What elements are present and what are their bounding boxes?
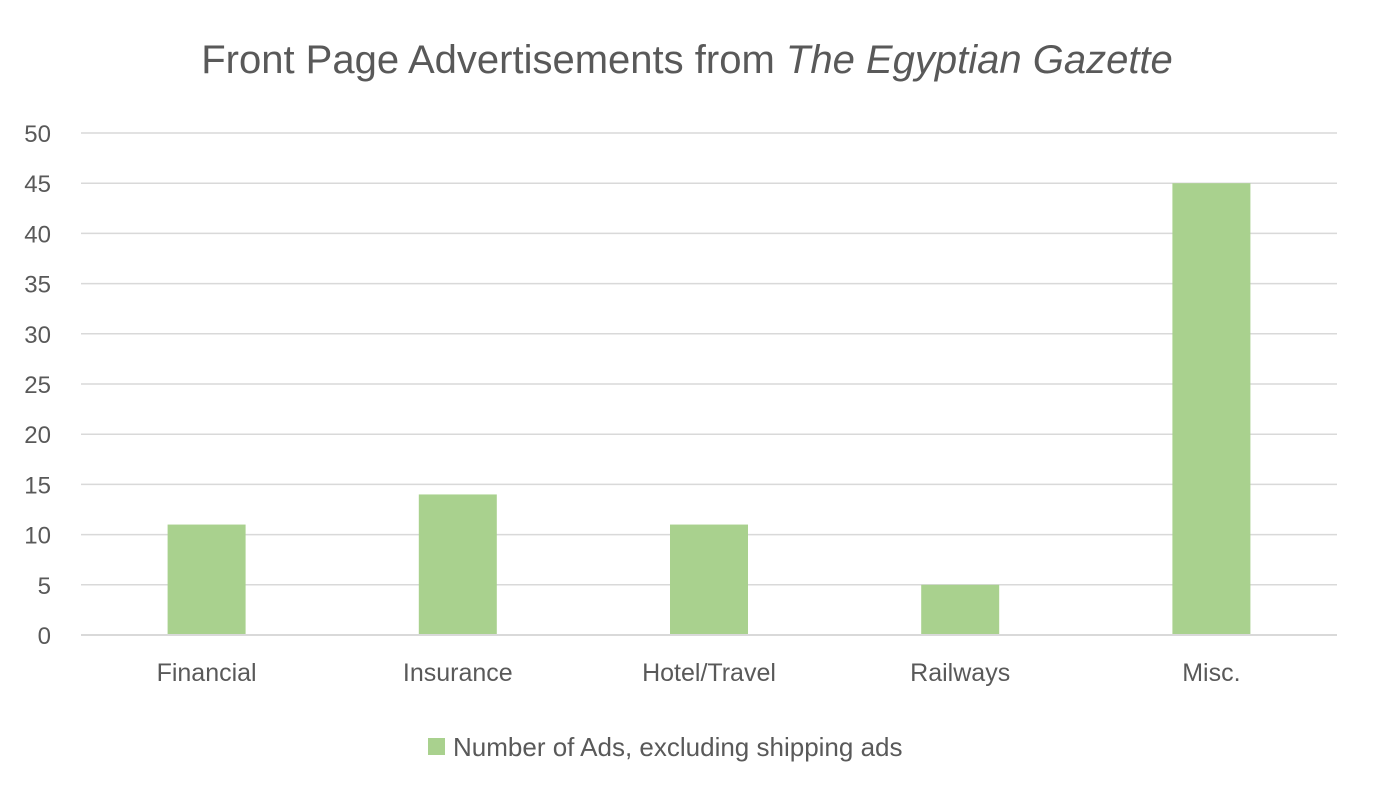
bars (167, 183, 1251, 635)
chart-title-italic: The Egyptian Gazette (786, 38, 1173, 82)
y-tick-label: 5 (38, 573, 51, 600)
y-axis-tick-labels: 0 5 10 15 20 25 30 35 40 45 50 (24, 121, 51, 650)
chart-title: Front Page Advertisements from The Egypt… (201, 38, 1173, 82)
x-category-label: Hotel/Travel (642, 659, 776, 687)
bar-insurance (418, 494, 497, 635)
y-tick-label: 50 (24, 121, 51, 148)
y-tick-label: 20 (24, 422, 51, 449)
x-category-label: Misc. (1182, 659, 1240, 687)
x-category-label: Railways (910, 659, 1010, 687)
x-category-label: Insurance (403, 659, 513, 687)
y-tick-label: 10 (24, 523, 51, 550)
legend-label: Number of Ads, excluding shipping ads (453, 732, 903, 762)
bar-railways (921, 584, 1000, 635)
bar-misc (1172, 183, 1251, 635)
bar-financial (167, 524, 246, 635)
y-tick-label: 40 (24, 221, 51, 248)
y-tick-label: 45 (24, 171, 51, 198)
y-tick-label: 25 (24, 372, 51, 399)
y-tick-label: 30 (24, 322, 51, 349)
bar-hotel-travel (670, 524, 748, 635)
y-tick-label: 15 (24, 472, 51, 499)
chart-title-main: Front Page Advertisements from (201, 38, 786, 82)
y-tick-label: 35 (24, 272, 51, 299)
legend: Number of Ads, excluding shipping ads (428, 732, 903, 762)
x-axis-category-labels: Financial Insurance Hotel/Travel Railways Mi… (157, 659, 1241, 687)
legend-swatch (428, 738, 445, 755)
y-tick-label: 0 (38, 623, 51, 650)
gridlines (81, 132, 1337, 586)
x-category-label: Financial (157, 659, 257, 687)
